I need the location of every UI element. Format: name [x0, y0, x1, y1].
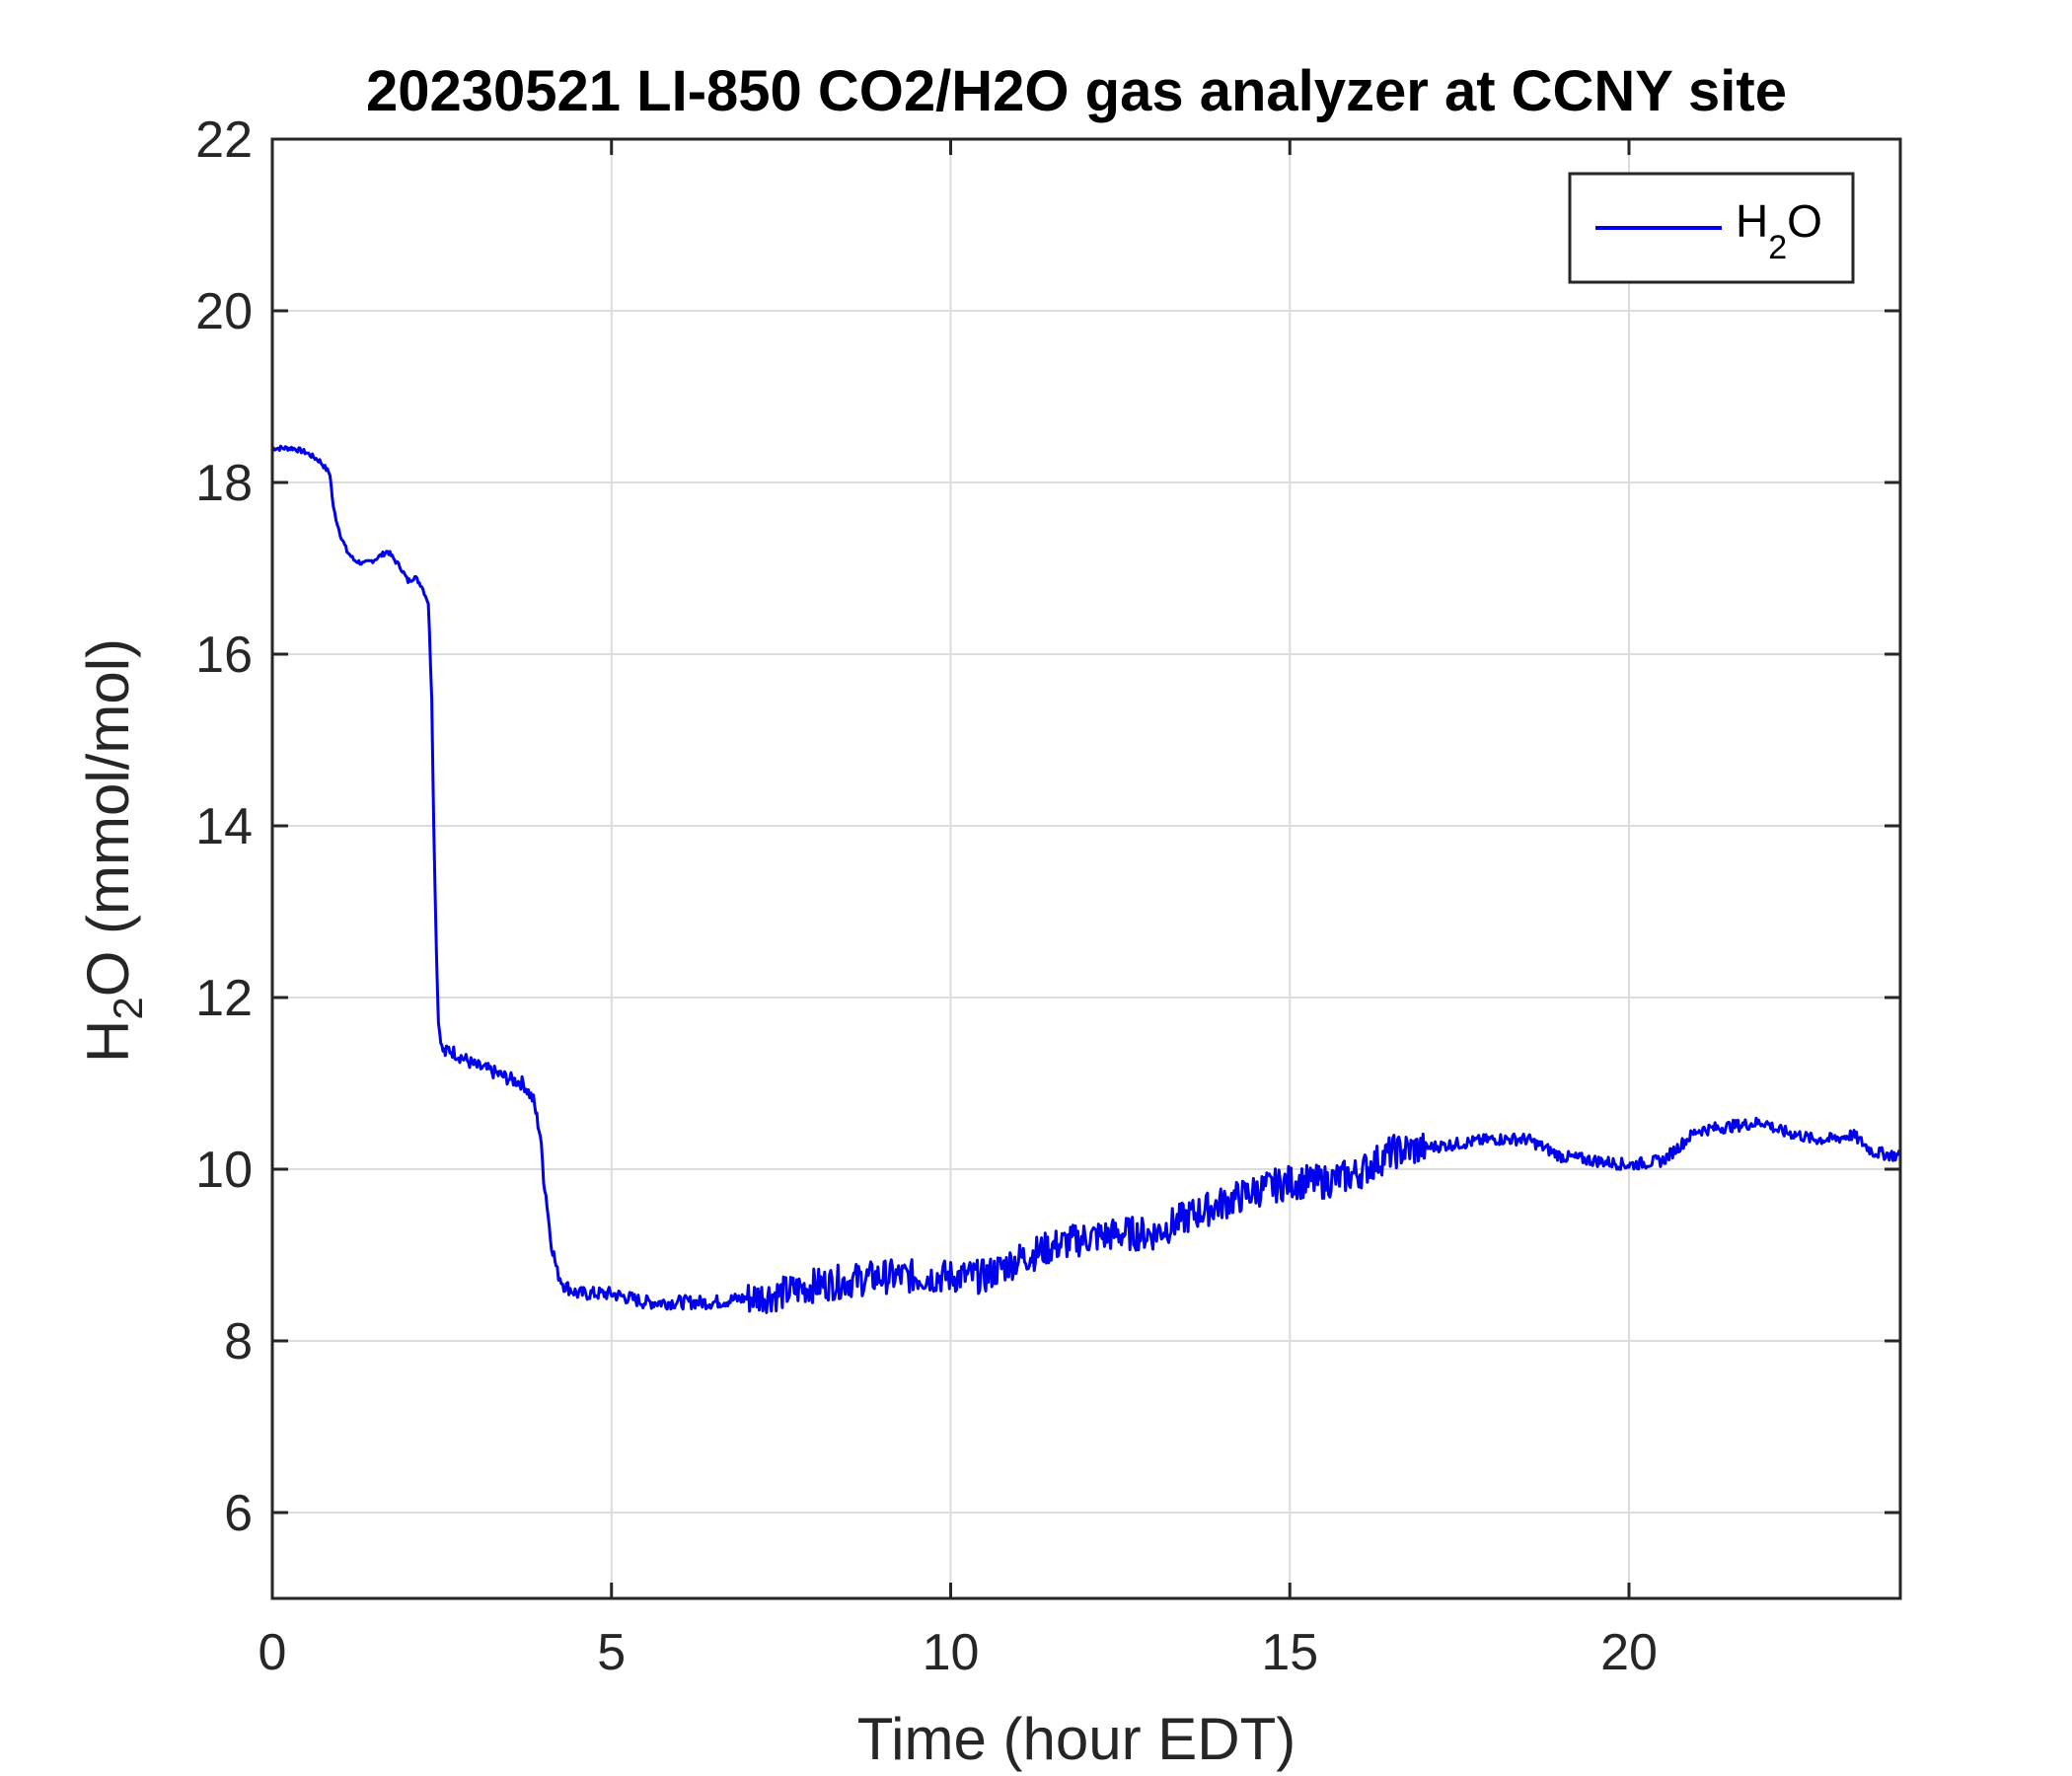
y-tick-label: 18: [195, 455, 253, 512]
y-axis-title-rest: O (mmol/mol): [75, 638, 141, 997]
legend-label-main: H: [1736, 195, 1768, 247]
tick-labels: 0 5 10 15 20 6 8 10 12 14 16 18 20 22: [195, 111, 1658, 1681]
y-tick-label: 10: [195, 1142, 253, 1199]
axes: [270, 137, 1902, 1600]
y-tick-label: 22: [195, 111, 253, 169]
legend-label: H2O: [1736, 195, 1822, 266]
x-tick-label: 5: [597, 1624, 626, 1681]
plot-frame: [270, 137, 1902, 1600]
y-axis-title-main: H: [75, 1020, 141, 1063]
chart-title: 20230521 LI-850 CO2/H2O gas analyzer at …: [366, 59, 1787, 123]
x-tick-label: 10: [923, 1624, 980, 1681]
x-axis-title: Time (hour EDT): [857, 1706, 1296, 1772]
y-tick-label: 20: [195, 283, 253, 340]
y-tick-label: 16: [195, 627, 253, 684]
x-tick-label: 15: [1261, 1624, 1318, 1681]
series-layer: [271, 444, 1902, 1314]
y-tick-label: 14: [195, 798, 253, 855]
y-tick-label: 12: [195, 970, 253, 1027]
y-axis-title: H2O (mmol/mol): [75, 638, 151, 1063]
x-tick-label: 20: [1600, 1624, 1658, 1681]
legend: H2O: [1568, 172, 1855, 284]
legend-label-rest: O: [1787, 195, 1822, 247]
x-tick-label: 0: [259, 1624, 287, 1681]
legend-label-sub: 2: [1768, 229, 1787, 266]
y-axis-title-sub: 2: [105, 997, 151, 1019]
series-line-h2o: [271, 444, 1902, 1314]
y-tick-label: 6: [224, 1485, 253, 1542]
y-tick-label: 8: [224, 1313, 253, 1370]
